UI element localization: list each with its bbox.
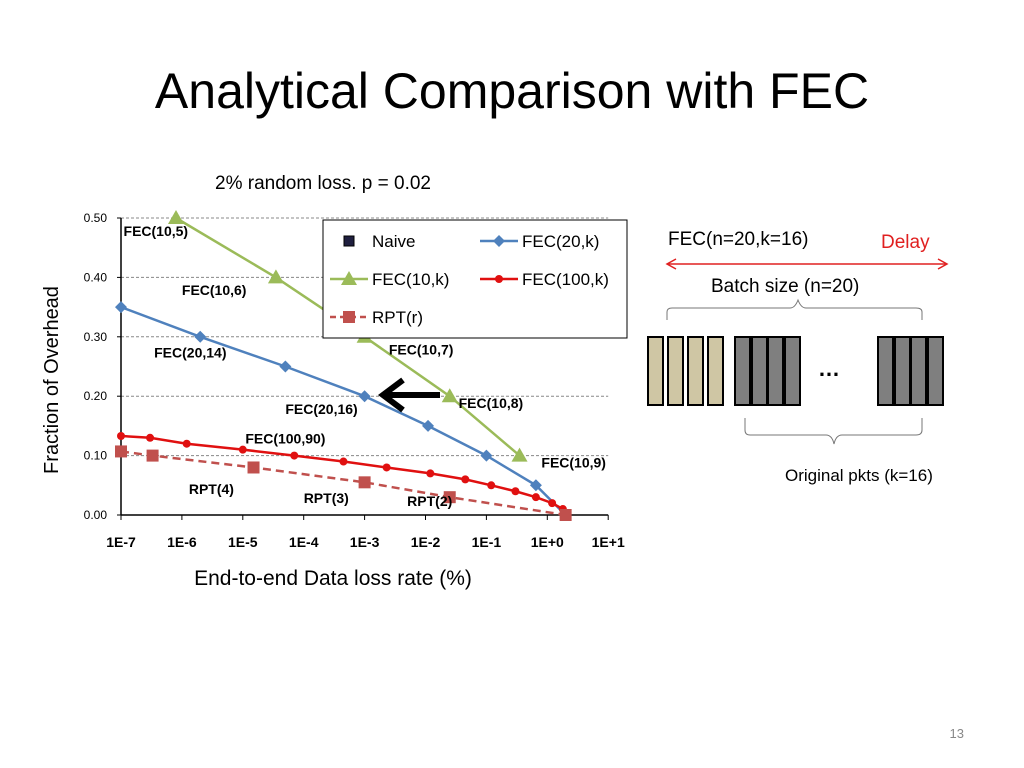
annotation-label: RPT(3) bbox=[304, 490, 349, 506]
x-tick-label: 1E-7 bbox=[106, 534, 136, 550]
point-fec-20-k bbox=[279, 360, 292, 373]
point-fec-100-k bbox=[290, 451, 299, 460]
point-fec-10-k bbox=[511, 447, 528, 462]
annotation-label: RPT(2) bbox=[407, 493, 452, 509]
point-rpt-r bbox=[358, 476, 371, 489]
point-fec-10-k bbox=[267, 269, 284, 284]
packet bbox=[784, 336, 801, 406]
point-fec-100-k bbox=[426, 469, 435, 478]
x-tick-label: 1E-5 bbox=[228, 534, 258, 550]
legend-label: RPT(r) bbox=[372, 308, 423, 327]
annotation-label: FEC(10,9) bbox=[541, 454, 606, 470]
point-fec-20-k bbox=[115, 301, 127, 314]
legend-label: FEC(20,k) bbox=[522, 232, 599, 251]
packet bbox=[910, 336, 927, 406]
y-tick-label: 0.20 bbox=[84, 389, 108, 403]
packet bbox=[687, 336, 704, 406]
x-tick-label: 1E+0 bbox=[531, 534, 564, 550]
overhead-chart: 0.00 0.10 0.20 0.30 0.40 0.50 1E-7 1E-6 1E-5 1E-4… bbox=[41, 210, 628, 590]
point-fec-100-k bbox=[146, 433, 155, 442]
packet bbox=[927, 336, 944, 406]
original-brace bbox=[744, 418, 923, 445]
point-fec-20-k bbox=[194, 330, 207, 343]
packet bbox=[877, 336, 894, 406]
y-tick-label: 0.30 bbox=[84, 330, 108, 344]
x-axis-label: End-to-end Data loss rate (%) bbox=[194, 567, 472, 590]
point-fec-100-k bbox=[548, 499, 557, 508]
annotation-label: FEC(10,8) bbox=[459, 395, 524, 411]
original-pkts-label: Original pkts (k=16) bbox=[785, 466, 933, 485]
x-tick-label: 1E+1 bbox=[592, 534, 625, 550]
point-fec-100-k bbox=[117, 431, 125, 440]
legend-marker bbox=[495, 275, 503, 283]
packet-diagram bbox=[647, 258, 949, 445]
point-fec-100-k bbox=[382, 463, 391, 472]
arrow-icon bbox=[378, 377, 440, 413]
point-fec-10-k bbox=[441, 388, 458, 403]
legend-label: FEC(100,k) bbox=[522, 270, 609, 289]
annotation-label: FEC(10,5) bbox=[124, 223, 189, 239]
y-tick-label: 0.50 bbox=[84, 211, 108, 225]
packet bbox=[647, 336, 664, 406]
point-fec-20-k bbox=[422, 419, 435, 432]
batch-brace bbox=[666, 298, 923, 320]
x-tick-label: 1E-4 bbox=[289, 534, 319, 550]
legend-marker bbox=[493, 235, 505, 247]
x-tick-label: 1E-2 bbox=[411, 534, 441, 550]
slide-title: Analytical Comparison with FEC bbox=[154, 63, 870, 119]
packet bbox=[734, 336, 751, 406]
annotation-label: FEC(10,6) bbox=[182, 282, 247, 298]
point-fec-20-k bbox=[480, 449, 493, 462]
point-fec-100-k bbox=[182, 439, 191, 448]
point-fec-10-k bbox=[167, 210, 184, 224]
annotation-label: FEC(10,7) bbox=[389, 342, 454, 358]
point-fec-20-k bbox=[529, 479, 542, 492]
point-fec-100-k bbox=[487, 481, 496, 490]
delay-label: Delay bbox=[881, 232, 930, 253]
batch-size-label: Batch size (n=20) bbox=[711, 276, 860, 297]
point-fec-100-k bbox=[461, 475, 470, 484]
packet bbox=[667, 336, 684, 406]
point-rpt-r bbox=[443, 491, 456, 504]
point-fec-20-k bbox=[358, 390, 371, 403]
point-rpt-r bbox=[146, 449, 159, 462]
slide-number: 13 bbox=[949, 726, 964, 741]
annotation-label: FEC(20,14) bbox=[154, 345, 226, 361]
ellipsis: … bbox=[818, 356, 840, 381]
legend-marker bbox=[343, 235, 355, 247]
y-tick-label: 0.40 bbox=[84, 270, 108, 284]
annotation-label: FEC(20,16) bbox=[285, 401, 357, 417]
legend-marker bbox=[343, 311, 355, 323]
point-rpt-r bbox=[115, 445, 127, 458]
point-fec-100-k bbox=[238, 445, 247, 454]
packet bbox=[767, 336, 784, 406]
y-tick-label: 0.10 bbox=[84, 449, 108, 463]
fec-config-label: FEC(n=20,k=16) bbox=[668, 229, 809, 250]
point-fec-100-k bbox=[531, 493, 540, 502]
packet bbox=[707, 336, 724, 406]
chart-subtitle: 2% random loss. p = 0.02 bbox=[215, 173, 431, 194]
legend-label: FEC(10,k) bbox=[372, 270, 449, 289]
legend bbox=[322, 219, 628, 339]
legend-label: Naive bbox=[372, 232, 415, 251]
annotation-label: RPT(4) bbox=[189, 481, 234, 497]
packet bbox=[894, 336, 911, 406]
y-tick-label: 0.00 bbox=[84, 508, 108, 522]
point-rpt-r bbox=[247, 461, 260, 474]
point-fec-100-k bbox=[339, 457, 348, 466]
packet bbox=[751, 336, 768, 406]
annotation-label: FEC(100,90) bbox=[245, 431, 325, 447]
x-tick-label: 1E-3 bbox=[350, 534, 380, 550]
point-rpt-r bbox=[559, 509, 572, 521]
y-axis-label: Fraction of Overhead bbox=[41, 286, 63, 474]
point-fec-100-k bbox=[511, 487, 520, 496]
x-tick-label: 1E-1 bbox=[472, 534, 502, 550]
legend-marker bbox=[341, 271, 357, 285]
x-tick-label: 1E-6 bbox=[167, 534, 197, 550]
series-line-fec-20-k bbox=[120, 305, 567, 516]
